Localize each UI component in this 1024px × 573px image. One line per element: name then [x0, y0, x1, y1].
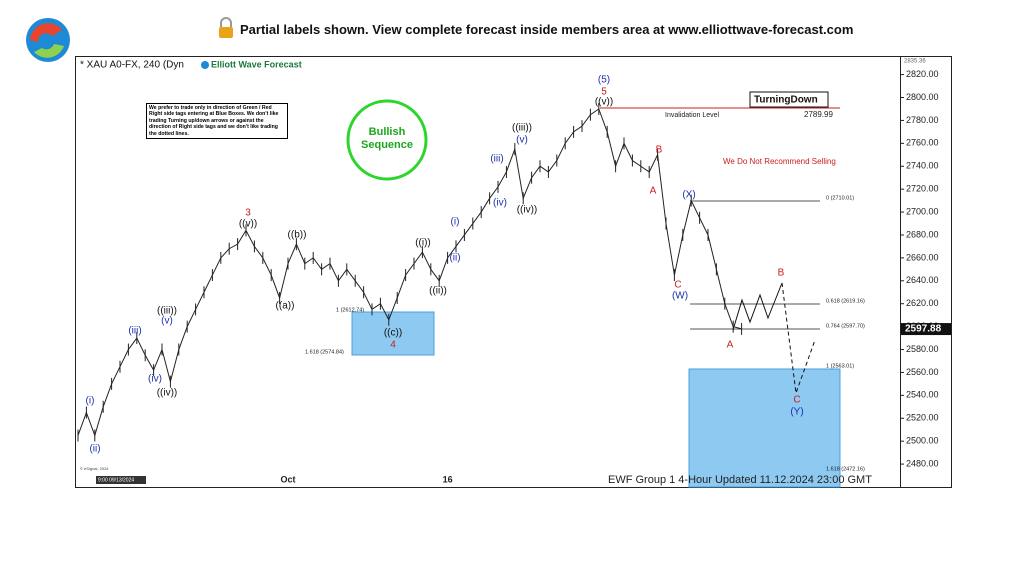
wave-label: ((v)) — [595, 97, 613, 108]
wave-label: C — [793, 395, 800, 406]
y-top-label: 2835.36 — [904, 59, 926, 65]
logo-part — [34, 44, 64, 58]
y-tick-label: 2800.00 — [906, 92, 939, 102]
invalidation-label: Invalidation Level — [665, 112, 720, 119]
y-tick-label: 2540.00 — [906, 390, 939, 400]
date-tag — [96, 476, 146, 484]
projection — [781, 282, 816, 394]
turning-box — [749, 91, 829, 108]
x-tick-label: 16 — [443, 474, 453, 484]
y-tick-label: 2820.00 — [906, 69, 939, 79]
fib-label: 0 (2710.01) — [826, 195, 854, 201]
sequence-circle — [346, 99, 428, 181]
banner: Partial labels shown. View complete fore… — [240, 22, 854, 37]
wave-label: (i) — [86, 396, 95, 407]
wave-label: ((ii)) — [429, 286, 447, 297]
y-tick-label: 2560.00 — [906, 367, 939, 377]
invalidation-value: 2789.99 — [804, 110, 833, 119]
fib-label: 0.764 (2597.70) — [826, 323, 865, 329]
wave-label: 4 — [390, 340, 396, 351]
wave-label: ((iii)) — [157, 306, 177, 317]
wave-label: ((iv)) — [157, 388, 178, 399]
fib-label: 1.618 (2472.16) — [826, 466, 865, 472]
wave-label: 3 — [245, 208, 251, 219]
sequence-text: Sequence — [361, 139, 413, 151]
footer: EWF Group 1 4-Hour Updated 11.12.2024 23… — [608, 474, 872, 486]
blue-box — [351, 311, 435, 356]
wave-label: (Y) — [790, 407, 803, 418]
wave-label: A — [727, 340, 734, 351]
wave-label: ((i)) — [415, 238, 431, 249]
wave-label: (W) — [672, 291, 688, 302]
wave-label: (iv) — [493, 198, 507, 209]
wave-label: B — [656, 145, 663, 156]
y-tick-label: 2640.00 — [906, 275, 939, 285]
wave-label: (v) — [516, 135, 528, 146]
y-tick-label: 2500.00 — [906, 436, 939, 446]
start-date: 9:00 09/13/2024 — [98, 477, 134, 483]
y-tick-label: 2620.00 — [906, 298, 939, 308]
brand-icon — [201, 61, 209, 69]
y-tick-label: 2760.00 — [906, 138, 939, 148]
copyright: © eSignal, 2024 — [80, 466, 109, 471]
brand: Elliott Wave Forecast — [211, 59, 302, 69]
symbol: * XAU A0-FX, 240 (Dyn — [80, 60, 184, 71]
x-tick-label: Oct — [280, 474, 295, 484]
projection — [732, 282, 783, 331]
y-tick-label: 2660.00 — [906, 252, 939, 262]
blue-box — [688, 368, 841, 488]
wave-label: (iii) — [490, 154, 503, 165]
turning-text: TurningDown — [754, 95, 818, 106]
wave-label: A — [650, 186, 657, 197]
y-tick-label: 2680.00 — [906, 229, 939, 239]
wave-label: ((v)) — [239, 219, 257, 230]
disclaimer: We prefer to trade only in direction of … — [146, 103, 288, 140]
price-line — [77, 108, 742, 438]
y-tick-label: 2700.00 — [906, 206, 939, 216]
y-tick-label: 2740.00 — [906, 161, 939, 171]
y-tick-label: 2480.00 — [906, 458, 939, 468]
wave-label: B — [778, 268, 785, 279]
fib-label: 1.618 (2574.84) — [305, 349, 344, 355]
fib-label: 1 (2563.01) — [826, 363, 854, 369]
fib-label: 1 (2612.74) — [336, 307, 364, 313]
wave-label: (v) — [161, 316, 173, 327]
lock-icon — [219, 27, 233, 38]
wave-label: (5) — [598, 75, 610, 86]
warning: We Do Not Recommend Selling — [723, 157, 836, 166]
wave-label: (X) — [682, 190, 695, 201]
wave-label: (iii) — [128, 326, 141, 337]
sequence-text: Bullish — [369, 126, 406, 138]
wave-label: ((a)) — [276, 301, 295, 312]
y-tick-label: 2780.00 — [906, 115, 939, 125]
wave-label: ((iv)) — [517, 205, 538, 216]
y-tick-label: 2720.00 — [906, 184, 939, 194]
lock-icon — [220, 17, 232, 27]
wave-label: 5 — [601, 87, 607, 98]
wave-label: (ii) — [449, 253, 460, 264]
wave-label: (iv) — [148, 374, 162, 385]
wave-label: C — [674, 280, 681, 291]
wave-label: (i) — [451, 217, 460, 228]
wave-label: (ii) — [89, 444, 100, 455]
wave-label: ((iii)) — [512, 123, 532, 134]
logo-part — [30, 23, 62, 42]
wave-label: ((b)) — [288, 230, 307, 241]
price-tag-label: 2597.88 — [905, 324, 942, 335]
fib-label: 0.618 (2619.16) — [826, 298, 865, 304]
y-tick-label: 2580.00 — [906, 344, 939, 354]
price-tag — [901, 323, 951, 336]
y-tick-label: 2520.00 — [906, 413, 939, 423]
wave-label: ((c)) — [384, 328, 402, 339]
